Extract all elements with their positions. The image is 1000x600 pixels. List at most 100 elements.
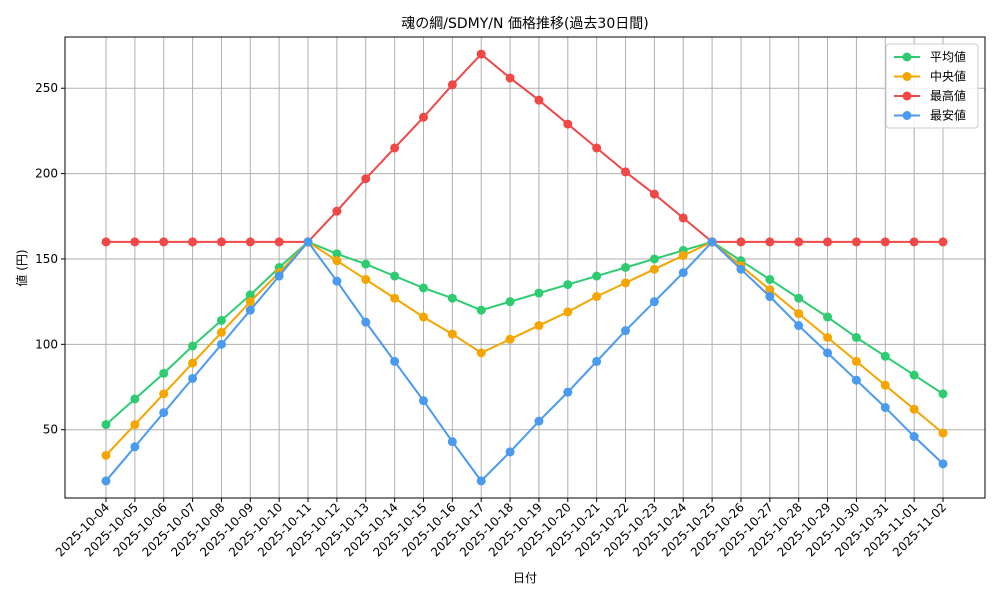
data-point — [534, 416, 544, 426]
data-point — [794, 309, 804, 319]
data-point — [563, 119, 573, 129]
data-point — [130, 237, 140, 247]
legend-item: 最高値 — [894, 88, 966, 103]
data-point — [678, 268, 688, 278]
data-point — [447, 329, 457, 339]
data-point — [563, 307, 573, 317]
data-point — [476, 49, 486, 59]
legend-marker — [902, 72, 912, 81]
data-point — [678, 213, 688, 223]
data-point — [592, 356, 602, 366]
data-point — [765, 292, 775, 302]
data-point — [390, 293, 400, 303]
data-point — [621, 263, 631, 272]
data-point — [563, 387, 573, 397]
data-point — [390, 356, 400, 366]
data-point — [245, 297, 255, 307]
data-point — [418, 312, 428, 322]
data-point — [621, 167, 631, 177]
data-point — [245, 237, 255, 247]
data-point — [534, 95, 544, 105]
data-point — [130, 420, 140, 430]
data-point — [909, 404, 919, 414]
y-axis: 50 100 150 200 250 — [35, 81, 65, 437]
data-point — [938, 389, 948, 399]
legend-marker — [902, 91, 912, 101]
data-point — [476, 348, 486, 358]
data-point — [274, 271, 284, 281]
data-point — [101, 450, 111, 460]
x-axis-label: 日付 — [513, 571, 537, 585]
data-point — [823, 312, 833, 322]
data-point — [332, 206, 342, 216]
data-point — [851, 356, 861, 366]
data-point — [794, 321, 804, 331]
data-point — [649, 254, 659, 264]
data-point — [332, 256, 342, 266]
data-point — [505, 334, 515, 344]
data-point — [534, 321, 544, 331]
data-point — [216, 339, 226, 349]
legend-marker — [902, 52, 912, 62]
series-2 — [101, 49, 948, 247]
data-point — [794, 293, 804, 303]
series-line — [105, 240, 944, 426]
data-point — [245, 290, 255, 300]
data-point — [851, 333, 861, 343]
y-tick-label: 250 — [35, 81, 58, 95]
data-point — [418, 283, 428, 293]
data-point — [159, 389, 169, 399]
data-point — [823, 348, 833, 358]
plot-area — [64, 36, 986, 499]
data-point — [851, 237, 861, 247]
data-point — [534, 288, 544, 298]
data-point — [621, 326, 631, 336]
legend-label: 中央値 — [930, 69, 966, 84]
data-point — [765, 285, 775, 295]
data-point — [909, 432, 919, 442]
data-point — [938, 428, 948, 438]
data-point — [274, 237, 284, 247]
data-point — [592, 271, 602, 281]
data-point — [794, 237, 804, 247]
data-point — [476, 476, 486, 486]
data-point — [505, 297, 515, 307]
data-point — [476, 305, 486, 315]
data-point — [765, 274, 775, 284]
series-1 — [101, 237, 948, 460]
data-point — [649, 297, 659, 307]
data-point — [880, 380, 890, 390]
data-point — [361, 274, 371, 284]
chart-title: 魂の綱/SDMY/N 価格推移(過去30日間) — [401, 16, 648, 32]
data-point — [909, 237, 919, 247]
data-point — [505, 447, 515, 457]
series-line — [105, 240, 944, 456]
series-3 — [101, 237, 948, 486]
data-point — [101, 476, 111, 486]
data-point — [765, 237, 775, 247]
data-point — [447, 293, 457, 303]
legend-item: 最安値 — [894, 108, 966, 123]
legend-label: 最安値 — [930, 108, 966, 123]
data-point — [159, 237, 169, 247]
data-point — [361, 259, 371, 269]
data-point — [245, 305, 255, 315]
y-tick-label: 100 — [35, 337, 58, 351]
data-point — [823, 333, 833, 343]
data-point — [880, 403, 890, 413]
data-point — [736, 264, 746, 274]
data-point — [216, 315, 226, 325]
data-point — [707, 237, 717, 247]
series-layer — [101, 49, 948, 486]
data-point — [505, 73, 515, 83]
data-point — [216, 237, 226, 247]
legend-label: 平均値 — [930, 49, 966, 64]
data-point — [361, 317, 371, 327]
data-point — [678, 251, 688, 261]
data-point — [418, 396, 428, 406]
data-point — [188, 373, 198, 383]
legend-box — [885, 43, 979, 129]
data-point — [159, 408, 169, 418]
data-point — [332, 276, 342, 286]
data-point — [130, 442, 140, 452]
